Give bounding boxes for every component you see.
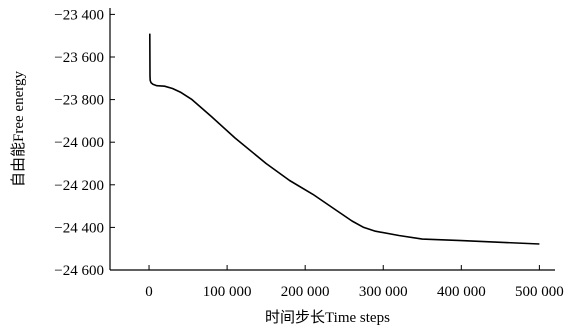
x-axis-label: 时间步长Time steps — [265, 309, 390, 326]
axes — [109, 8, 555, 271]
x-ticks: 0 100 000 200 000 300 000 400 000 500 000 — [145, 265, 564, 300]
series-group — [149, 33, 540, 245]
x-tick-label: 300 000 — [359, 284, 408, 300]
y-tick-label: −24 600 — [54, 263, 104, 279]
y-axis-label: 自由能Free energy — [10, 71, 27, 187]
y-tick-label: −23 400 — [54, 7, 104, 23]
y-axis-label-group: 自由能Free energy — [10, 71, 27, 187]
x-tick-label: 400 000 — [437, 284, 486, 300]
y-tick-label: −24 400 — [54, 220, 104, 236]
y-tick-label: −23 800 — [54, 93, 104, 109]
y-tick-label: −24 000 — [54, 135, 104, 151]
y-tick-label: −23 600 — [54, 50, 104, 66]
x-tick-label: 0 — [145, 284, 153, 300]
y-ticks: −23 400 −23 600 −23 800 −24 000 −24 200 −24 4… — [54, 7, 115, 279]
x-tick-label: 200 000 — [281, 284, 330, 300]
y-tick-label: −24 200 — [54, 178, 104, 194]
x-tick-label: 100 000 — [203, 284, 252, 300]
x-tick-label: 500 000 — [515, 284, 564, 300]
series-line — [149, 33, 540, 245]
